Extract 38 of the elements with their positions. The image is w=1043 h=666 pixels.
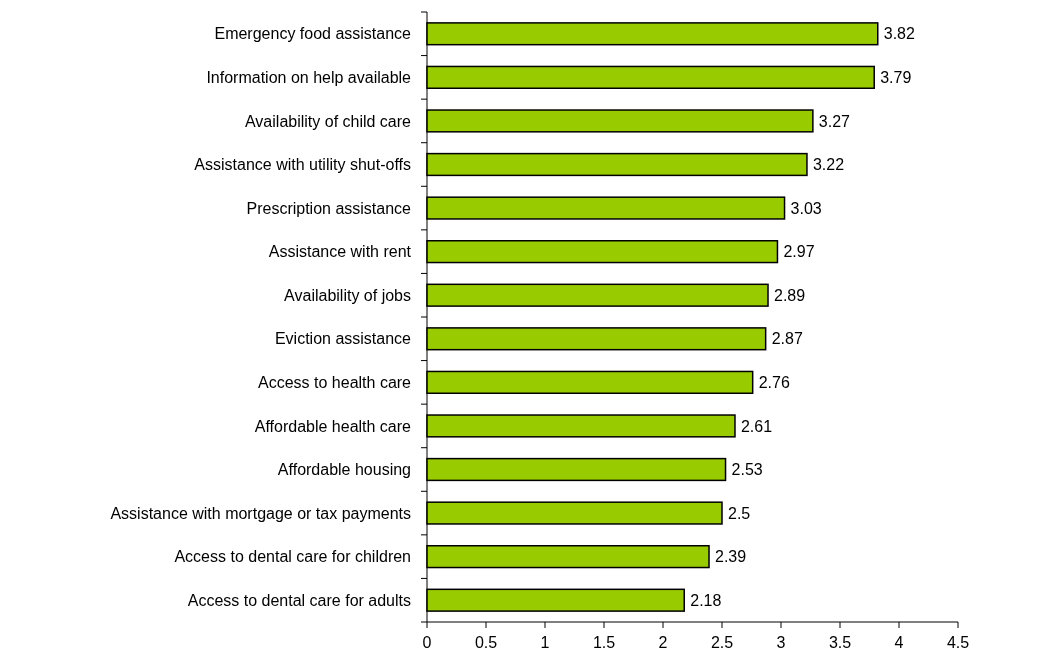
data-label: 2.18 [690, 591, 722, 609]
x-tick-label: 3.5 [828, 634, 852, 651]
y-tick-label: Affordable health care [254, 417, 412, 435]
data-label: 3.22 [812, 156, 845, 174]
data-label: 2.76 [758, 373, 790, 391]
data-label: 2.5 [728, 504, 751, 522]
data-label: 2.97 [783, 243, 815, 261]
data-label: 2.61 [740, 417, 773, 435]
data-label: 3.82 [883, 25, 915, 43]
y-tick-label: Access to dental care for adults [187, 591, 411, 609]
y-tick-label: Eviction assistance [274, 330, 412, 348]
y-tick-label: Assistance with mortgage or tax payments [110, 504, 411, 522]
x-tick-label: 1.5 [592, 634, 616, 651]
y-tick-label: Availability of jobs [284, 286, 411, 304]
y-tick-label: Access to health care [258, 373, 412, 391]
data-label: 3.03 [790, 199, 822, 217]
data-label: 3.27 [818, 112, 851, 130]
data-label: 2.87 [771, 330, 803, 348]
y-tick-label: Assistance with utility shut-offs [194, 156, 411, 174]
y-tick-label: Information on help available [206, 68, 412, 86]
x-tick-label: 3 [776, 634, 786, 651]
y-tick-label: Emergency food assistance [214, 25, 412, 43]
x-tick-label: 4.5 [946, 634, 970, 651]
y-tick-label: Access to dental care for children [174, 548, 411, 566]
y-tick-label: Assistance with rent [268, 243, 412, 261]
y-tick-label: Availability of child care [244, 112, 412, 130]
x-tick-label: 2 [658, 634, 668, 651]
data-label: 2.89 [774, 286, 806, 304]
data-label: 2.39 [715, 548, 747, 566]
x-tick-label: 4 [894, 634, 904, 651]
x-tick-label: 0 [422, 634, 432, 651]
y-tick-label: Affordable housing [277, 461, 411, 479]
x-tick-label: 1 [540, 634, 550, 651]
x-tick-label: 0.5 [474, 634, 498, 651]
data-label: 3.79 [880, 68, 912, 86]
data-label: 2.53 [731, 461, 763, 479]
x-tick-label: 2.5 [710, 634, 734, 651]
y-tick-label: Prescription assistance [246, 199, 412, 217]
